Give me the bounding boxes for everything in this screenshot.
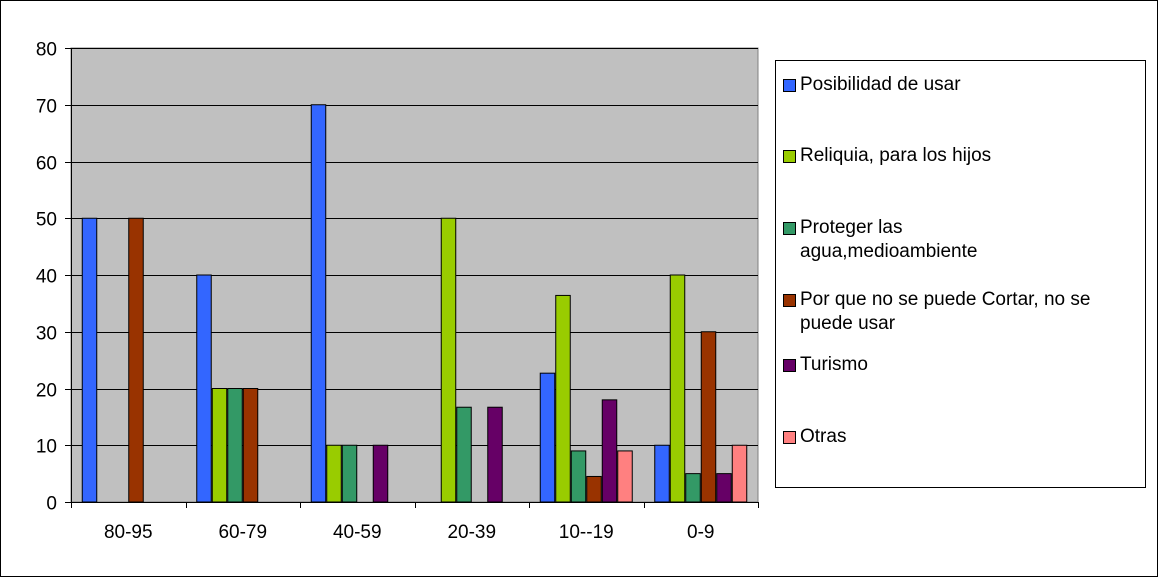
- legend-label: Proteger las agua,medioambiente: [800, 217, 978, 262]
- legend-swatch: [783, 359, 796, 372]
- legend-item-posibilidad: Posibilidad de usar: [783, 73, 1145, 97]
- legend-label: Turismo: [800, 354, 868, 375]
- bar: [555, 294, 571, 503]
- bar: [81, 217, 98, 503]
- y-tick-label: 10: [36, 437, 57, 458]
- bar: [654, 444, 670, 503]
- bar: [586, 475, 602, 503]
- bar: [456, 406, 472, 503]
- y-tick-label: 80: [36, 40, 57, 61]
- legend: Posibilidad de usar Reliquia, para los h…: [775, 60, 1146, 488]
- bar: [669, 274, 686, 503]
- bar: [700, 331, 717, 503]
- bar: [341, 444, 358, 503]
- legend-label: Posibilidad de usar: [800, 74, 961, 95]
- legend-swatch: [783, 431, 796, 444]
- x-tick-label: 60-79: [218, 522, 267, 543]
- bar: [227, 388, 243, 503]
- bar: [196, 274, 212, 503]
- x-tick-label: 10--19: [559, 522, 614, 543]
- y-tick-label: 20: [36, 381, 57, 402]
- bar: [617, 450, 633, 503]
- legend-label: Reliquia, para los hijos: [800, 145, 992, 166]
- y-tick-label: 60: [36, 154, 57, 175]
- bar: [539, 372, 556, 503]
- x-tick-label: 0-9: [687, 522, 714, 543]
- bar: [716, 473, 732, 503]
- y-tick-label: 70: [36, 97, 57, 118]
- legend-swatch: [783, 150, 796, 163]
- bar: [326, 444, 342, 503]
- legend-label: Por que no se puede Cortar, no se puede …: [800, 289, 1091, 334]
- bar: [440, 217, 457, 503]
- bar: [685, 473, 701, 503]
- bar: [128, 217, 144, 503]
- bar: [211, 388, 228, 503]
- y-tick-label: 30: [36, 324, 57, 345]
- bar: [310, 104, 327, 503]
- y-tick-label: 0: [46, 494, 57, 515]
- legend-swatch: [783, 79, 796, 92]
- x-tick-label: 40-59: [333, 522, 382, 543]
- x-tick-label: 80-95: [104, 522, 153, 543]
- bar: [570, 450, 587, 503]
- legend-item-proteger: Proteger las agua,medioambiente: [783, 216, 1050, 264]
- x-tick-label: 20-39: [447, 522, 496, 543]
- bar: [242, 388, 259, 503]
- legend-swatch: [783, 294, 796, 307]
- legend-item-por-que: Por que no se puede Cortar, no se puede …: [783, 288, 1145, 336]
- bar: [372, 444, 389, 503]
- bar: [487, 406, 503, 503]
- y-tick-label: 40: [36, 267, 57, 288]
- legend-item-reliquia: Reliquia, para los hijos: [783, 144, 1145, 168]
- y-tick-label: 50: [36, 210, 57, 231]
- legend-label: Otras: [800, 426, 847, 447]
- bar: [601, 399, 618, 503]
- legend-swatch: [783, 222, 796, 235]
- legend-item-otras: Otras: [783, 425, 1145, 449]
- bar: [731, 444, 748, 503]
- legend-item-turismo: Turismo: [783, 353, 1145, 377]
